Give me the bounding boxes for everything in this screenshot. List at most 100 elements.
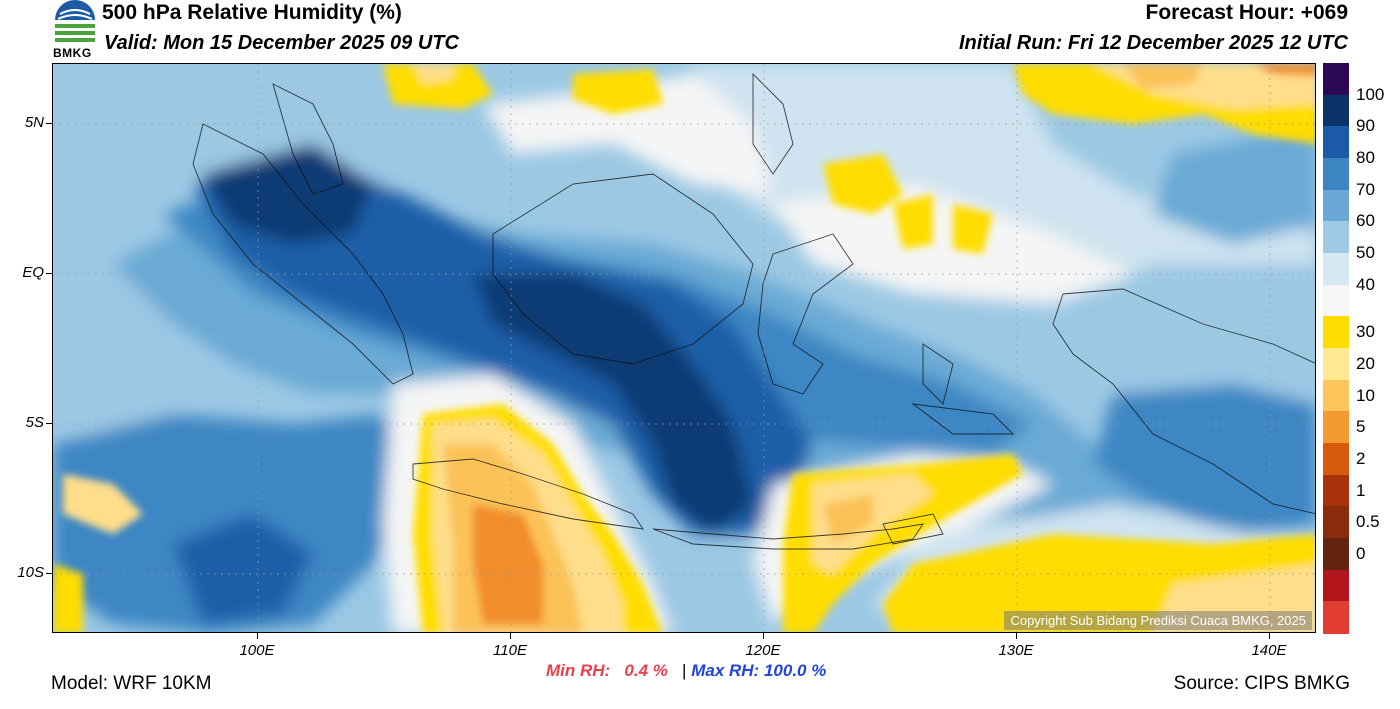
coastline-malay-peninsula	[272, 83, 344, 195]
coastline-sumatra	[192, 123, 414, 385]
humidity-region	[383, 64, 493, 109]
colorbar-label: 50	[1356, 243, 1375, 262]
lat-tick	[46, 123, 52, 124]
bmkg-emblem-icon	[55, 0, 95, 42]
colorbar-label: 0	[1356, 543, 1366, 563]
lon-label-120e: 120E	[745, 642, 781, 659]
colorbar-segment	[1323, 158, 1349, 191]
colorbar-segment	[1323, 189, 1349, 222]
graticule	[53, 64, 1315, 632]
colorbar-label: 5	[1356, 417, 1366, 437]
colorbar	[1323, 63, 1349, 634]
copyright-label: Copyright Sub Bidang Prediksi Cuaca BMKG…	[1004, 611, 1312, 630]
valid-time: Valid: Mon 15 December 2025 09 UTC	[104, 32, 459, 54]
humidity-region	[473, 504, 543, 624]
lon-tick	[1269, 633, 1270, 639]
lon-tick	[510, 633, 511, 639]
colorbar-segment	[1323, 94, 1349, 127]
humidity-region	[203, 144, 373, 244]
source-label: Source: CIPS BMKG	[1173, 673, 1350, 694]
coastline-sulawesi	[757, 233, 854, 395]
coastlines	[192, 72, 1315, 550]
colorbar-label: 2	[1356, 448, 1366, 468]
lat-tick	[46, 573, 52, 574]
lat-tick	[46, 273, 52, 274]
colorbar-label: 1	[1356, 480, 1366, 500]
initial-run: Initial Run: Fri 12 December 2025 12 UTC	[958, 32, 1348, 54]
colorbar-label: 60	[1356, 211, 1375, 231]
humidity-region	[1073, 264, 1315, 324]
colorbar-segment	[1323, 284, 1349, 317]
lon-tick	[257, 633, 258, 639]
humidity-map	[52, 63, 1316, 633]
humidity-region	[63, 474, 143, 534]
forecast-hour: Forecast Hour: +069	[1145, 1, 1349, 24]
colorbar-segment	[1323, 411, 1349, 444]
lon-tick	[1016, 633, 1017, 639]
lat-label-5n: 5N	[24, 114, 44, 131]
colorbar-label: 10	[1356, 385, 1375, 405]
colorbar-segment	[1323, 569, 1349, 602]
colorbar-label: 100	[1356, 84, 1385, 104]
humidity-map-canvas	[53, 64, 1315, 632]
coastline-philippines	[752, 72, 794, 175]
max-rh-value: 100.0 %	[763, 661, 827, 680]
humidity-region	[573, 69, 663, 114]
logo-text: BMKG	[53, 46, 92, 60]
rh-stats: Min RH: 0.4 % | Max RH: 100.0 %	[546, 661, 826, 681]
colorbar-segment	[1323, 253, 1349, 286]
coastline-new-guinea	[1052, 288, 1315, 515]
coastline-lesser-sunda	[652, 523, 924, 550]
lon-label-130e: 130E	[998, 642, 1034, 659]
coastline-seram	[911, 403, 1015, 435]
colorbar-label: 80	[1356, 148, 1375, 167]
coastline-borneo	[492, 173, 754, 365]
colorbar-label: 0.5	[1356, 512, 1380, 532]
min-rh-value: 0.4 %	[624, 661, 668, 680]
max-rh-label: Max RH:	[691, 661, 760, 680]
humidity-region	[473, 274, 753, 534]
colorbar-label: 30	[1356, 322, 1375, 342]
humidity-region	[1123, 64, 1203, 89]
humidity-region	[1253, 64, 1315, 76]
humidity-region	[173, 514, 313, 624]
map-title: 500 hPa Relative Humidity (%)	[102, 1, 402, 24]
colorbar-segment	[1323, 126, 1349, 159]
colorbar-label: 20	[1356, 353, 1375, 373]
colorbar-label: 70	[1356, 179, 1375, 199]
humidity-region	[893, 194, 933, 249]
coastline-java	[412, 458, 644, 530]
coastline-timor	[882, 513, 944, 545]
lat-tick	[46, 423, 52, 424]
colorbar-segment	[1323, 348, 1349, 381]
lat-label-10s: 10S	[17, 564, 44, 581]
colorbar-segment	[1323, 63, 1349, 96]
colorbar-segment	[1323, 506, 1349, 539]
humidity-region	[823, 154, 903, 214]
coastline-halmahera	[922, 343, 954, 405]
lon-label-100e: 100E	[239, 642, 275, 659]
bmkg-logo: BMKG	[51, 0, 99, 60]
lat-label-eq: EQ	[22, 264, 44, 281]
colorbar-segment	[1323, 601, 1349, 634]
stats-separator: |	[682, 661, 687, 680]
lon-tick	[763, 633, 764, 639]
colorbar-segment	[1323, 316, 1349, 349]
humidity-region	[953, 204, 993, 254]
humidity-region	[483, 74, 773, 194]
humidity-region	[823, 494, 873, 544]
humidity-region	[53, 564, 83, 632]
lon-label-140e: 140E	[1251, 642, 1287, 659]
colorbar-label: 40	[1356, 274, 1375, 294]
colorbar-label: 90	[1356, 116, 1375, 136]
humidity-region	[413, 64, 453, 84]
humidity-region	[1153, 124, 1315, 244]
min-rh-label: Min RH:	[546, 661, 611, 680]
colorbar-segment	[1323, 221, 1349, 254]
colorbar-segment	[1323, 379, 1349, 412]
lat-label-5s: 5S	[25, 414, 44, 431]
model-label: Model: WRF 10KM	[51, 673, 212, 694]
colorbar-segment	[1323, 443, 1349, 476]
lon-label-110e: 110E	[493, 642, 527, 659]
colorbar-segment	[1323, 538, 1349, 571]
